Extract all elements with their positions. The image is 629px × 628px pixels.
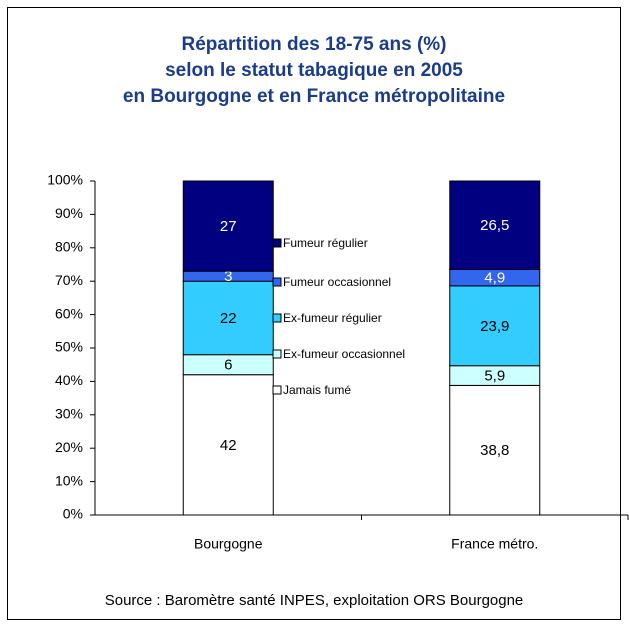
legend-label: Jamais fumé (283, 383, 351, 397)
y-tick-label: 30% (55, 406, 83, 422)
data-label: 5,9 (484, 368, 505, 385)
legend-swatch (272, 238, 282, 248)
x-tick-label: Bourgogne (194, 536, 263, 552)
legend-swatch (272, 313, 282, 323)
legend-swatch (272, 385, 282, 395)
data-label: 3 (224, 268, 232, 285)
y-tick-label: 50% (55, 339, 83, 355)
chart-title: Répartition des 18-75 ans (%) (181, 34, 446, 55)
bar-segment (449, 384, 541, 516)
data-label: 26,5 (480, 217, 509, 234)
bar-segment (449, 180, 541, 271)
data-label: 42 (220, 437, 237, 454)
data-label: 22 (220, 310, 237, 327)
y-tick-label: 90% (55, 205, 83, 221)
y-tick-label: 0% (63, 506, 83, 522)
y-tick-label: 20% (55, 439, 83, 455)
legend-label: Ex-fumeur régulier (283, 311, 382, 325)
legend-swatch (272, 349, 282, 359)
data-label: 23,9 (480, 318, 509, 335)
y-tick-label: 80% (55, 239, 83, 255)
chart-title: en Bourgogne et en France métropolitaine (123, 86, 505, 107)
legend-label: Fumeur régulier (283, 236, 368, 250)
data-label: 4,9 (484, 270, 505, 287)
legend-swatch (272, 277, 282, 287)
data-label: 6 (224, 357, 232, 374)
bar-segment (182, 374, 274, 516)
y-tick-label: 40% (55, 372, 83, 388)
bar-segment (182, 180, 274, 272)
bar-segment (449, 285, 541, 367)
legend-label: Ex-fumeur occasionnel (283, 347, 405, 361)
data-label: 38,8 (480, 442, 509, 459)
y-tick-label: 70% (55, 272, 83, 288)
chart-title: selon le statut tabagique en 2005 (165, 60, 463, 81)
source: Source : Baromètre santé INPES, exploita… (105, 592, 524, 609)
legend-label: Fumeur occasionnel (283, 275, 391, 289)
data-label: 27 (220, 218, 237, 235)
x-tick-label: France métro. (451, 536, 538, 552)
y-tick-label: 100% (47, 172, 83, 188)
y-tick-label: 60% (55, 305, 83, 321)
y-tick-label: 10% (55, 472, 83, 488)
